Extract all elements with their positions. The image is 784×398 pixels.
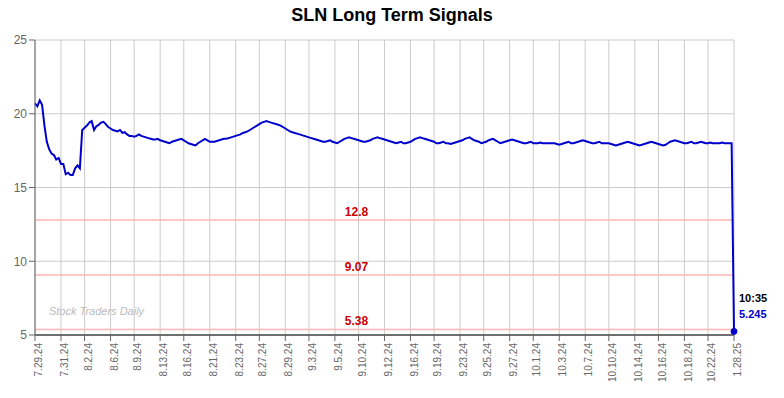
svg-text:8.23.24: 8.23.24 bbox=[234, 343, 245, 377]
svg-text:9.12.24: 9.12.24 bbox=[383, 343, 394, 377]
svg-text:9.3.24: 9.3.24 bbox=[307, 343, 318, 371]
svg-text:12.8: 12.8 bbox=[345, 205, 369, 219]
svg-text:8.9.24: 8.9.24 bbox=[132, 343, 143, 371]
svg-text:8.13.24: 8.13.24 bbox=[158, 343, 169, 377]
svg-text:10.14.24: 10.14.24 bbox=[633, 343, 644, 382]
svg-text:9.10.24: 9.10.24 bbox=[357, 343, 368, 377]
svg-text:10.1.24: 10.1.24 bbox=[531, 343, 542, 377]
svg-text:10.7.24: 10.7.24 bbox=[583, 343, 594, 377]
svg-text:8.6.24: 8.6.24 bbox=[109, 343, 120, 371]
svg-text:9.19.24: 9.19.24 bbox=[432, 343, 443, 377]
svg-text:8.29.24: 8.29.24 bbox=[283, 343, 294, 377]
svg-text:7.29.24: 7.29.24 bbox=[33, 343, 44, 377]
svg-text:10.22.24: 10.22.24 bbox=[706, 343, 717, 382]
html-text:SLN Long Term Signals: SLN Long Term Signals bbox=[291, 5, 493, 25]
svg-text:5.38: 5.38 bbox=[345, 314, 369, 328]
svg-text:8.16.24: 8.16.24 bbox=[182, 343, 193, 377]
svg-text:9.23.24: 9.23.24 bbox=[458, 343, 469, 377]
svg-text:10.10.24: 10.10.24 bbox=[607, 343, 618, 382]
svg-text:10:35: 10:35 bbox=[739, 292, 767, 304]
svg-text:7.31.24: 7.31.24 bbox=[59, 343, 70, 377]
svg-text:8.2.24: 8.2.24 bbox=[83, 343, 94, 371]
svg-text:9.16.24: 9.16.24 bbox=[409, 343, 420, 377]
svg-text:1.28.25: 1.28.25 bbox=[732, 343, 743, 377]
svg-text:10.18.24: 10.18.24 bbox=[683, 343, 694, 382]
svg-text:8.27.24: 8.27.24 bbox=[257, 343, 268, 377]
svg-text:10.3.24: 10.3.24 bbox=[557, 343, 568, 377]
svg-text:9.25.24: 9.25.24 bbox=[482, 343, 493, 377]
svg-text:5.245: 5.245 bbox=[739, 308, 767, 320]
svg-text:10.16.24: 10.16.24 bbox=[657, 343, 668, 382]
svg-text:25: 25 bbox=[14, 33, 28, 47]
svg-text:20: 20 bbox=[14, 107, 28, 121]
html-text:Stock Traders Daily: Stock Traders Daily bbox=[49, 305, 145, 318]
svg-text:15: 15 bbox=[14, 181, 28, 195]
svg-text:10: 10 bbox=[14, 255, 28, 269]
svg-text:5: 5 bbox=[20, 328, 27, 342]
svg-text:8.21.24: 8.21.24 bbox=[208, 343, 219, 377]
svg-text:9.07: 9.07 bbox=[345, 260, 369, 274]
svg-text:9.5.24: 9.5.24 bbox=[333, 343, 344, 371]
svg-text:9.27.24: 9.27.24 bbox=[508, 343, 519, 377]
